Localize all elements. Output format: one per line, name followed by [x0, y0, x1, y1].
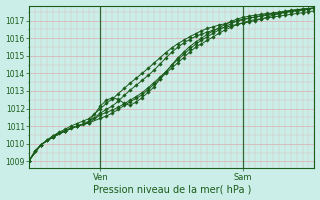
X-axis label: Pression niveau de la mer( hPa ): Pression niveau de la mer( hPa ): [92, 184, 251, 194]
